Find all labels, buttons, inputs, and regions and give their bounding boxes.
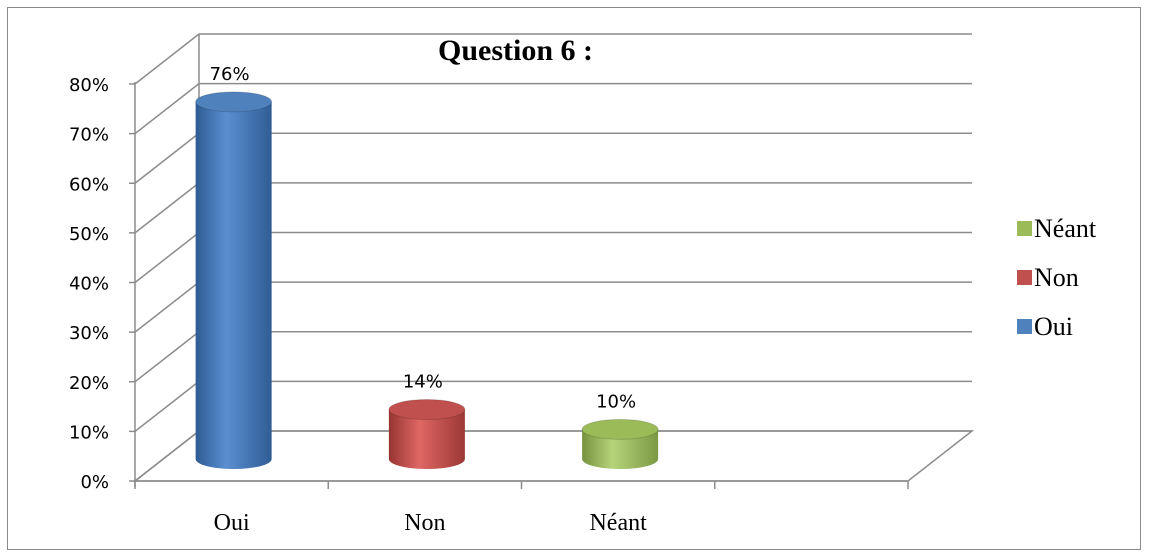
y-tick-label: 50% xyxy=(69,224,109,245)
bar-Oui xyxy=(195,91,273,469)
y-tick-label: 70% xyxy=(69,125,109,146)
side-gridline xyxy=(134,33,200,85)
legend-label: Non xyxy=(1034,263,1079,292)
y-tick-label: 20% xyxy=(69,373,109,394)
legend-label: Néant xyxy=(1034,214,1097,243)
side-gridline xyxy=(134,231,200,284)
bar-body xyxy=(195,101,272,469)
x-axis-category-labels: Oui Non Néant xyxy=(214,510,647,536)
legend-swatch xyxy=(1017,221,1032,236)
side-gridline xyxy=(134,83,200,135)
y-tick-label: 40% xyxy=(69,274,109,295)
bar-body xyxy=(582,429,659,469)
legend-swatch xyxy=(1017,270,1032,285)
y-tick-label: 80% xyxy=(69,75,109,96)
bar-body xyxy=(388,409,465,469)
gridlines xyxy=(134,33,972,482)
axes xyxy=(129,82,909,489)
side-gridline xyxy=(134,380,200,432)
bar-top xyxy=(388,399,466,421)
legend: Néant Non Oui xyxy=(1017,214,1097,341)
legend-swatch xyxy=(1017,319,1032,334)
side-gridline xyxy=(134,331,200,383)
side-gridline xyxy=(134,132,200,184)
y-tick-label: 60% xyxy=(69,174,109,195)
data-label: 76% xyxy=(210,64,250,85)
bar-top xyxy=(581,418,659,440)
data-label: 14% xyxy=(403,372,443,393)
bar-Non xyxy=(388,399,466,469)
y-tick-label: 30% xyxy=(69,323,109,344)
legend-label: Oui xyxy=(1034,312,1073,341)
side-gridline xyxy=(134,281,200,333)
legend-item: Néant xyxy=(1017,214,1097,243)
x-category-label: Oui xyxy=(214,510,250,536)
side-gridline xyxy=(134,182,200,234)
legend-item: Oui xyxy=(1017,312,1073,341)
side-gridline xyxy=(134,430,200,482)
chart-title: Question 6 : xyxy=(438,34,593,67)
data-label: 10% xyxy=(596,391,636,412)
y-tick-label: 0% xyxy=(80,472,109,493)
bar-Néant xyxy=(581,418,659,469)
x-category-label: Non xyxy=(404,510,445,536)
y-tick-label: 10% xyxy=(69,422,109,443)
data-labels: 76% 14% 10% xyxy=(210,64,637,413)
bar-top xyxy=(195,91,273,113)
bars xyxy=(195,91,659,469)
legend-item: Non xyxy=(1017,263,1079,292)
x-category-label: Néant xyxy=(589,510,647,536)
y-axis-tick-labels: 0% 10% 20% 30% 40% 50% 60% 70% 80% xyxy=(69,75,109,493)
